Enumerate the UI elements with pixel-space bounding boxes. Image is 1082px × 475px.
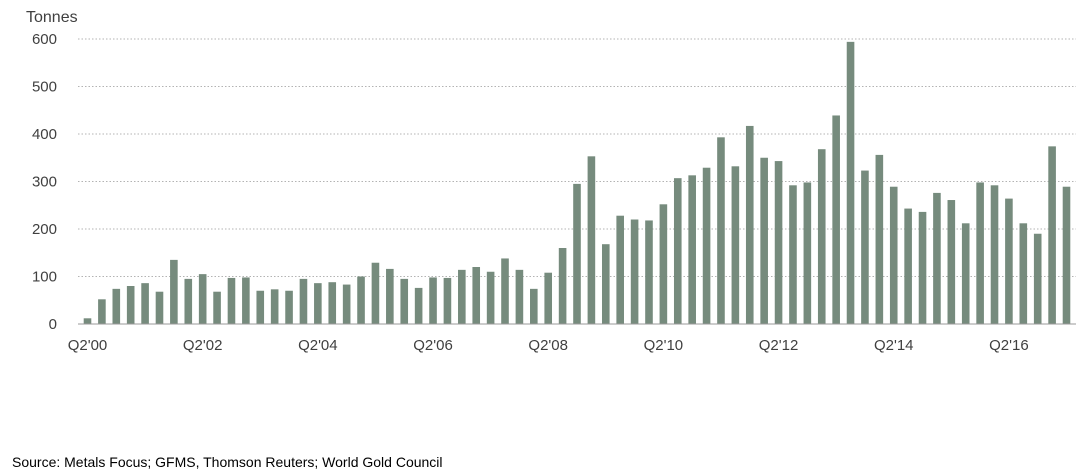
bar <box>170 259 178 325</box>
y-tick-label: 100 <box>32 269 57 286</box>
bar <box>587 156 596 324</box>
bar <box>616 215 624 324</box>
bar <box>659 204 668 324</box>
bar <box>285 290 293 324</box>
bar <box>155 291 164 324</box>
bar <box>774 161 783 324</box>
bar <box>918 211 927 324</box>
bar <box>126 286 135 324</box>
bar <box>947 200 956 324</box>
y-tick-label: 400 <box>32 126 57 143</box>
bar <box>702 167 711 324</box>
bar <box>501 258 509 324</box>
bar <box>112 288 121 324</box>
bar <box>1033 233 1042 324</box>
bar <box>861 170 869 324</box>
bar <box>98 299 106 324</box>
bar <box>400 278 409 325</box>
bar <box>832 115 840 324</box>
bar <box>486 271 495 324</box>
bars <box>83 41 1071 325</box>
y-tick-label: 200 <box>32 221 57 238</box>
x-axis-ticks: Q2'00 Q2'02 Q2'04 Q2'06 Q2'08 Q2'10 Q2'12 Q2'14… <box>68 337 1029 354</box>
x-tick-label: Q2'06 <box>413 337 453 354</box>
y-tick-label: 600 <box>32 31 57 48</box>
bar <box>1062 186 1071 324</box>
bar <box>242 277 250 324</box>
bar <box>717 137 725 324</box>
bar <box>357 276 365 324</box>
bar <box>990 185 999 324</box>
bar <box>817 149 826 324</box>
bar <box>760 157 768 324</box>
bar <box>227 277 236 324</box>
bar <box>530 288 538 324</box>
bar <box>515 269 524 324</box>
y-axis-unit-label: Tonnes <box>26 9 78 26</box>
x-tick-label: Q2'02 <box>183 337 223 354</box>
bar <box>544 272 553 324</box>
bar <box>213 291 221 324</box>
bar <box>976 182 984 324</box>
bar <box>256 290 265 324</box>
bar <box>472 267 481 324</box>
bar <box>141 283 149 324</box>
bar <box>875 154 884 324</box>
bar <box>573 183 581 325</box>
bar <box>803 182 812 324</box>
bar <box>889 186 898 324</box>
bar <box>342 284 351 324</box>
y-axis-ticks: 0 100 200 300 400 500 600 <box>32 31 57 333</box>
bar <box>299 278 308 325</box>
x-tick-label: Q2'16 <box>989 337 1029 354</box>
bar <box>1005 198 1013 324</box>
bar <box>1019 223 1028 324</box>
x-tick-label: Q2'04 <box>298 337 338 354</box>
bar <box>601 244 610 324</box>
x-tick-label: Q2'08 <box>528 337 568 354</box>
bar <box>731 166 740 324</box>
bar <box>429 277 437 324</box>
y-tick-label: 300 <box>32 174 57 191</box>
y-tick-label: 500 <box>32 79 57 96</box>
bar <box>789 185 797 324</box>
x-tick-label: Q2'10 <box>644 337 684 354</box>
x-tick-label: Q2'00 <box>68 337 108 354</box>
y-tick-label: 0 <box>49 316 57 333</box>
bar <box>414 287 423 324</box>
source-note: Source: Metals Focus; GFMS, Thomson Reut… <box>12 454 443 470</box>
x-tick-label: Q2'12 <box>759 337 799 354</box>
bar <box>386 268 394 324</box>
bar <box>673 178 682 324</box>
bar <box>371 262 380 324</box>
x-tick-label: Q2'14 <box>874 337 914 354</box>
bar <box>846 41 855 324</box>
bar <box>314 283 322 324</box>
bar <box>645 220 653 324</box>
bar <box>933 192 941 324</box>
bar <box>83 318 92 324</box>
bar <box>184 278 193 325</box>
bar <box>270 289 279 324</box>
bar <box>458 269 466 324</box>
bar <box>443 277 452 324</box>
bar <box>904 208 912 324</box>
bar <box>558 248 567 324</box>
bar <box>1048 146 1056 324</box>
bar <box>328 282 337 324</box>
bar <box>198 274 207 325</box>
bar <box>745 125 754 325</box>
bar <box>688 175 696 324</box>
bar <box>961 223 970 324</box>
bar <box>630 219 639 324</box>
